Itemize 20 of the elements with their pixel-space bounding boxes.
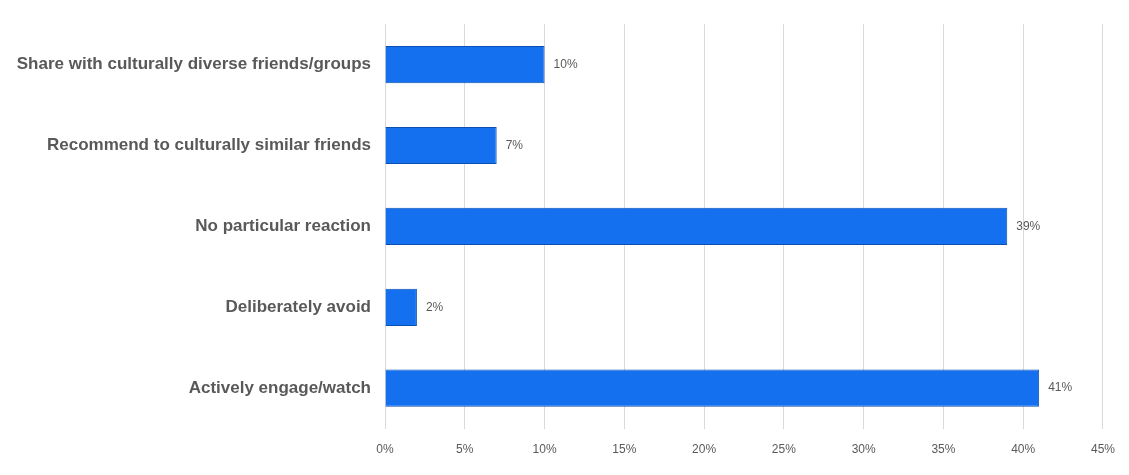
data-label: 39% [1016,218,1041,233]
data-label: 2% [425,299,444,314]
x-tick-label: 20% [692,442,717,457]
x-tick-label: 10% [532,442,557,457]
x-tick-label: 25% [771,442,797,457]
data-label: 41% [1048,380,1073,395]
x-tick-label: 45% [1090,442,1116,457]
y-tick-label: Deliberately avoid [225,296,371,316]
x-tick-label: 15% [612,442,637,457]
y-tick-label: Share with culturally diverse friends/groups [16,54,371,74]
x-tick-label: 0% [376,442,394,457]
y-tick-label: Recommend to culturally similar friends [46,135,371,155]
data-label: 7% [505,137,524,152]
data-label: 10% [553,56,578,71]
x-tick-label: 30% [851,442,876,457]
y-tick-label: No particular reaction [195,216,371,236]
x-tick-label: 35% [931,442,956,457]
y-tick-label: Actively engage/watch [188,377,371,397]
x-tick-label: 5% [456,442,474,457]
x-tick-label: 40% [1011,442,1036,457]
